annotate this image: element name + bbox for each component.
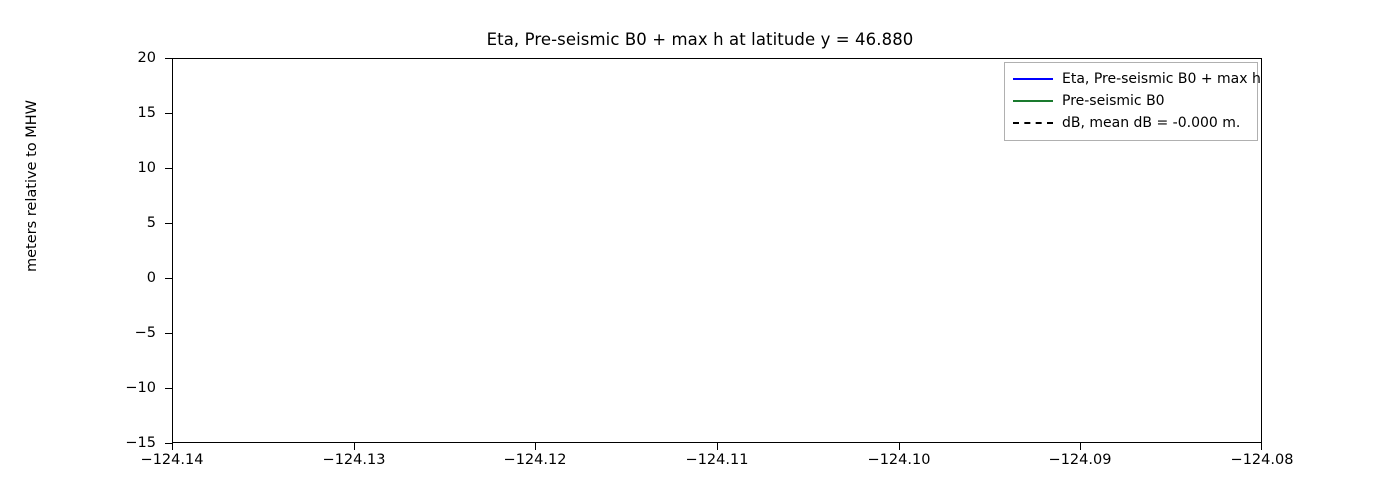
y-tick-mark xyxy=(165,278,172,280)
y-tick-mark xyxy=(165,168,172,170)
x-tick-mark xyxy=(354,443,356,450)
x-tick-label: −124.14 xyxy=(140,452,204,468)
x-tick-mark xyxy=(717,443,719,450)
x-tick-mark xyxy=(1261,443,1263,450)
legend-swatch-eta xyxy=(1013,78,1053,80)
x-tick-mark xyxy=(535,443,537,450)
y-tick-label: −5 xyxy=(134,325,156,341)
legend-label-db: dB, mean dB = -0.000 m. xyxy=(1062,115,1241,131)
legend-label-b0: Pre-seismic B0 xyxy=(1062,93,1165,109)
legend-entry-eta: Eta, Pre-seismic B0 + max h xyxy=(1013,68,1261,90)
y-tick-label: 0 xyxy=(146,270,156,286)
x-tick-mark xyxy=(172,443,174,450)
y-axis-title: meters relative to MHW xyxy=(24,100,40,272)
y-tick-mark xyxy=(165,388,172,390)
y-tick-label: −10 xyxy=(125,380,156,396)
legend-swatch-db xyxy=(1013,122,1053,124)
y-tick-mark xyxy=(165,333,172,335)
x-tick-mark xyxy=(1080,443,1082,450)
x-tick-label: −124.11 xyxy=(685,452,749,468)
y-tick-mark xyxy=(165,223,172,225)
legend-box: Eta, Pre-seismic B0 + max h Pre-seismic … xyxy=(1004,62,1261,141)
y-tick-label: 5 xyxy=(146,215,156,231)
y-tick-mark xyxy=(165,58,172,60)
x-tick-mark xyxy=(899,443,901,450)
legend-label-eta: Eta, Pre-seismic B0 + max h xyxy=(1062,71,1261,87)
y-tick-label: 20 xyxy=(137,50,156,66)
x-tick-label: −124.12 xyxy=(503,452,567,468)
legend-entry-db: dB, mean dB = -0.000 m. xyxy=(1013,112,1249,134)
y-tick-label: 10 xyxy=(137,160,156,176)
y-tick-label: −15 xyxy=(125,435,156,451)
legend-entry-b0: Pre-seismic B0 xyxy=(1013,90,1249,112)
y-tick-label: 15 xyxy=(137,105,156,121)
legend-swatch-b0 xyxy=(1013,100,1053,102)
y-tick-mark xyxy=(165,443,172,445)
x-tick-label: −124.09 xyxy=(1048,452,1112,468)
chart-title: Eta, Pre-seismic B0 + max h at latitude … xyxy=(486,30,914,49)
x-tick-label: −124.10 xyxy=(867,452,931,468)
x-tick-label: −124.13 xyxy=(322,452,386,468)
x-tick-label: −124.08 xyxy=(1230,452,1294,468)
y-tick-mark xyxy=(165,113,172,115)
